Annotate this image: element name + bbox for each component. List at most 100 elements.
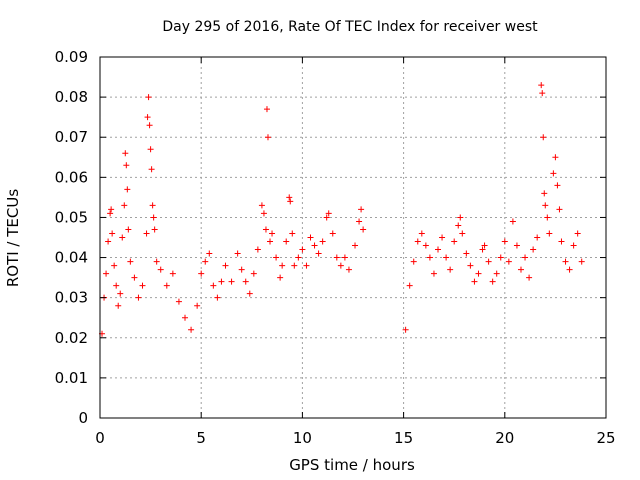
data-point <box>258 202 265 209</box>
data-point <box>123 162 130 169</box>
data-point <box>149 202 156 209</box>
data-point <box>139 282 146 289</box>
data-point <box>554 182 561 189</box>
data-point <box>459 230 466 237</box>
data-point <box>299 246 306 253</box>
data-point <box>157 266 164 273</box>
data-point <box>150 214 157 221</box>
y-tick-label: 0.08 <box>55 88 88 106</box>
data-point <box>323 214 330 221</box>
x-tick-label: 5 <box>196 429 206 447</box>
data-point <box>234 250 241 257</box>
data-point <box>540 134 547 141</box>
data-point <box>115 302 122 309</box>
data-point <box>530 246 537 253</box>
data-point <box>578 258 585 265</box>
data-point <box>273 254 280 261</box>
data-point <box>471 278 478 285</box>
x-tick-label: 0 <box>95 429 105 447</box>
data-point <box>147 146 154 153</box>
data-point <box>539 90 546 97</box>
data-point <box>358 206 365 213</box>
data-point <box>295 254 302 261</box>
data-points <box>99 82 585 337</box>
data-point <box>267 238 274 245</box>
data-point <box>534 234 541 241</box>
y-tick-label: 0.01 <box>55 369 88 387</box>
data-point <box>246 290 253 297</box>
data-point <box>264 134 271 141</box>
data-point <box>542 202 549 209</box>
data-point <box>108 206 115 213</box>
data-point <box>550 170 557 177</box>
data-point <box>505 258 512 265</box>
y-tick-labels: 0 0.01 0.02 0.03 0.04 0.05 0.06 0.07 0.08 0.09 <box>55 48 88 427</box>
data-point <box>210 282 217 289</box>
data-point <box>287 198 294 205</box>
data-point <box>410 258 417 265</box>
data-point <box>538 82 545 89</box>
data-point <box>127 258 134 265</box>
data-point <box>360 226 367 233</box>
data-point <box>544 214 551 221</box>
data-point <box>566 266 573 273</box>
data-point <box>406 282 413 289</box>
data-point <box>214 294 221 301</box>
data-point <box>143 230 150 237</box>
data-point <box>144 114 151 121</box>
data-point <box>111 262 118 269</box>
data-point <box>509 218 516 225</box>
y-tick-label: 0 <box>78 409 88 427</box>
data-point <box>443 254 450 261</box>
data-point <box>153 258 160 265</box>
data-point <box>455 222 462 229</box>
data-point <box>493 270 500 277</box>
data-point <box>307 234 314 241</box>
data-point <box>228 278 235 285</box>
data-point <box>122 150 129 157</box>
data-point <box>163 282 170 289</box>
data-point <box>479 246 486 253</box>
data-point <box>131 274 138 281</box>
data-point <box>345 266 352 273</box>
data-point <box>188 326 195 333</box>
data-point <box>279 262 286 269</box>
data-point <box>570 242 577 249</box>
data-point <box>517 266 524 273</box>
data-point <box>182 314 189 321</box>
data-point <box>522 254 529 261</box>
x-tick-label: 20 <box>495 429 514 447</box>
data-point <box>513 242 520 249</box>
data-point <box>426 254 433 261</box>
data-point <box>489 278 496 285</box>
data-point <box>303 262 310 269</box>
data-point <box>175 298 182 305</box>
data-point <box>254 246 261 253</box>
x-axis-label: GPS time / hours <box>289 456 415 474</box>
data-point <box>352 242 359 249</box>
data-point <box>447 266 454 273</box>
y-tick-label: 0.02 <box>55 329 88 347</box>
data-point <box>250 270 257 277</box>
data-point <box>315 250 322 257</box>
y-tick-label: 0.04 <box>55 249 88 267</box>
data-point <box>341 254 348 261</box>
plot-frame <box>99 56 607 419</box>
data-point <box>319 238 326 245</box>
data-point <box>238 266 245 273</box>
data-point <box>242 278 249 285</box>
data-point <box>289 230 296 237</box>
data-point <box>451 238 458 245</box>
data-point <box>435 246 442 253</box>
data-point <box>169 270 176 277</box>
data-point <box>556 206 563 213</box>
data-point <box>501 238 508 245</box>
data-point <box>541 190 548 197</box>
data-point <box>105 238 112 245</box>
data-point <box>558 238 565 245</box>
y-tick-label: 0.05 <box>55 208 88 226</box>
data-point <box>107 210 114 217</box>
data-point <box>202 258 209 265</box>
data-point <box>463 250 470 257</box>
